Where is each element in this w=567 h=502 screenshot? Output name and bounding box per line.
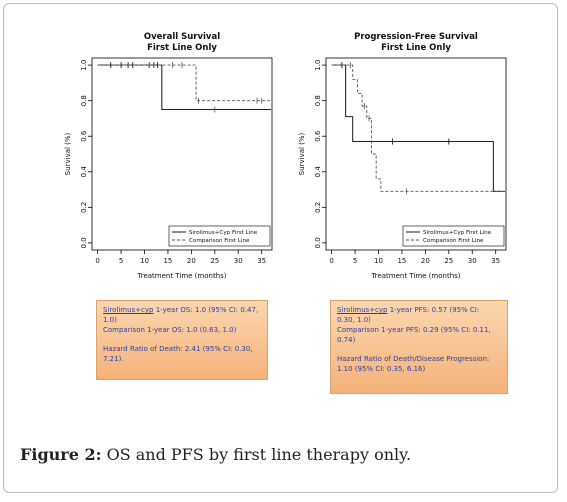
pfs-hazard-ratio: Hazard Ratio of Death/Disease Progressio…	[337, 355, 490, 363]
y-axis-label: Survival (%)	[298, 132, 306, 175]
os-hazard-ratio-end: 7.21).	[103, 355, 124, 363]
pfs-1yr-treatment-ci-end: 0.30, 1.0)	[337, 316, 371, 324]
chart-subtitle: First Line Only	[147, 43, 217, 53]
os-1yr-treatment-ci-end: 1.0)	[103, 316, 117, 324]
figure-caption-text: OS and PFS by first line therapy only.	[101, 445, 412, 464]
y-tick-label: 0.8	[314, 95, 322, 106]
pfs-1yr-comparison: Comparison 1-year PFS: 0.29 (95% CI: 0.1…	[337, 326, 491, 334]
y-tick-label: 0.6	[314, 130, 322, 142]
x-axis-label: Treatment Time (months)	[136, 272, 226, 280]
legend-label: Comparison First Line	[423, 238, 484, 244]
figure-caption: Figure 2: OS and PFS by first line thera…	[20, 445, 411, 464]
treatment-name: Sirolimus+cyp	[103, 306, 154, 314]
legend-label: Comparison First Line	[189, 238, 250, 244]
legend-label: Sirolimus+Cyp First Line	[423, 230, 492, 236]
y-tick-label: 0.6	[80, 130, 88, 142]
x-tick-label: 10	[374, 257, 383, 265]
y-tick-label: 0.0	[80, 237, 88, 248]
pfs-1yr-comparison-ci-end: 0.74)	[337, 336, 356, 344]
x-tick-label: 30	[234, 257, 243, 265]
x-tick-label: 0	[329, 257, 333, 265]
x-tick-label: 15	[163, 257, 172, 265]
os-1yr-comparison: Comparison 1-year OS: 1.0 (0.63, 1.0)	[103, 326, 237, 334]
x-tick-label: 15	[397, 257, 406, 265]
chart-title: Overall Survival	[144, 32, 220, 42]
x-tick-label: 25	[210, 257, 219, 265]
y-tick-label: 1.0	[314, 60, 322, 71]
x-tick-label: 20	[421, 257, 430, 265]
survival-curve-comparison	[331, 64, 506, 192]
pfs-1yr-treatment: 1-year PFS: 0.57 (95% CI:	[387, 306, 480, 314]
y-axis-label: Survival (%)	[64, 132, 72, 175]
survival-curve-sirolimus-cyp	[97, 64, 272, 111]
plot-frame	[91, 57, 273, 251]
y-tick-label: 0.0	[314, 237, 322, 248]
x-tick-label: 5	[119, 257, 123, 265]
y-tick-label: 0.2	[80, 202, 88, 213]
survival-curve-sirolimus-cyp	[331, 64, 506, 192]
x-tick-label: 10	[140, 257, 149, 265]
x-tick-label: 5	[353, 257, 357, 265]
x-tick-label: 20	[187, 257, 196, 265]
legend-box	[402, 225, 505, 247]
figure-label: Figure 2:	[20, 445, 102, 464]
plot-frame	[325, 57, 507, 251]
x-tick-label: 35	[491, 257, 500, 265]
os-hazard-ratio: Hazard Ratio of Death: 2.41 (95% CI: 0.3…	[103, 345, 253, 353]
legend-label: Sirolimus+Cyp First Line	[189, 230, 258, 236]
pfs-stats-box: Sirolimus+cyp 1-year PFS: 0.57 (95% CI: …	[330, 300, 508, 394]
x-tick-label: 25	[444, 257, 453, 265]
y-tick-label: 0.8	[80, 95, 88, 106]
y-tick-label: 0.4	[314, 166, 322, 178]
survival-curve-comparison	[97, 64, 272, 102]
x-tick-label: 35	[257, 257, 266, 265]
legend-box	[168, 225, 271, 247]
x-tick-label: 0	[95, 257, 99, 265]
pfs-hazard-ratio-values: 1.10 (95% CI: 0.35, 6.16)	[337, 365, 426, 373]
x-tick-label: 30	[468, 257, 477, 265]
chart-title: Progression-Free Survival	[354, 32, 478, 42]
y-tick-label: 0.4	[80, 166, 88, 178]
os-1yr-treatment: 1-year OS: 1.0 (95% CI: 0.47,	[153, 306, 259, 314]
treatment-name: Sirolimus+cyp	[337, 306, 388, 314]
chart-subtitle: First Line Only	[381, 43, 451, 53]
y-tick-label: 1.0	[80, 60, 88, 71]
y-tick-label: 0.2	[314, 202, 322, 213]
overall-survival-stats-box: Sirolimus+cyp 1-year OS: 1.0 (95% CI: 0.…	[96, 300, 268, 380]
x-axis-label: Treatment Time (months)	[370, 272, 460, 280]
figure-frame	[3, 3, 558, 493]
